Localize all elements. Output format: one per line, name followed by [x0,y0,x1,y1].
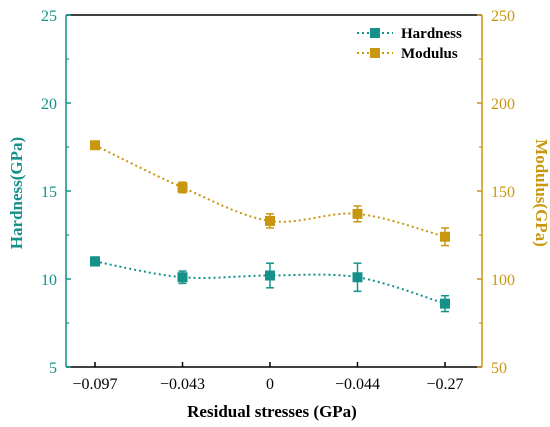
legend-hardness-marker [370,28,380,38]
y-right-tick-label: 250 [491,8,515,25]
y-right-tick-label: 150 [491,184,515,201]
x-tick-label: −0.097 [72,376,117,393]
x-tick-label: −0.27 [426,376,463,393]
y-left-tick-label: 20 [41,96,57,113]
y-left-tick-label: 10 [41,272,57,289]
legend-modulus-marker [370,48,380,58]
modulus-point [177,182,188,193]
legend-hardness-label: Hardness [401,26,462,42]
hardness-point [90,256,100,267]
x-tick-label: −0.043 [160,376,205,393]
modulus-point [352,208,363,219]
x-axis-title: Residual stresses (GPa) [187,402,357,421]
modulus-point [265,215,275,226]
axes: 5 10 15 20 25 50 100 150 200 250 −0.097 −0.043 0 −0.0… [41,8,515,393]
y-left-tick-label: 15 [41,184,57,201]
x-tick-label: −0.044 [335,376,380,393]
x-tick-label: 0 [266,376,274,393]
y-right-tick-label: 100 [491,272,515,289]
hardness-point [265,270,275,281]
hardness-point [177,272,188,283]
y-axis-right-title: Modulus(GPa) [532,139,550,247]
modulus-point [90,140,100,151]
hardness-point [440,298,450,309]
y-left-tick-label: 25 [41,8,57,25]
y-right-tick-label: 200 [491,96,515,113]
legend: Hardness Modulus [357,26,462,62]
y-left-tick-label: 5 [49,360,57,377]
y-axis-left-title: Hardness(GPa) [7,137,26,249]
y-right-tick-label: 50 [491,360,507,377]
plot-area [90,140,450,313]
modulus-point [440,231,450,242]
legend-modulus-label: Modulus [401,46,458,62]
hardness-point [352,272,363,283]
